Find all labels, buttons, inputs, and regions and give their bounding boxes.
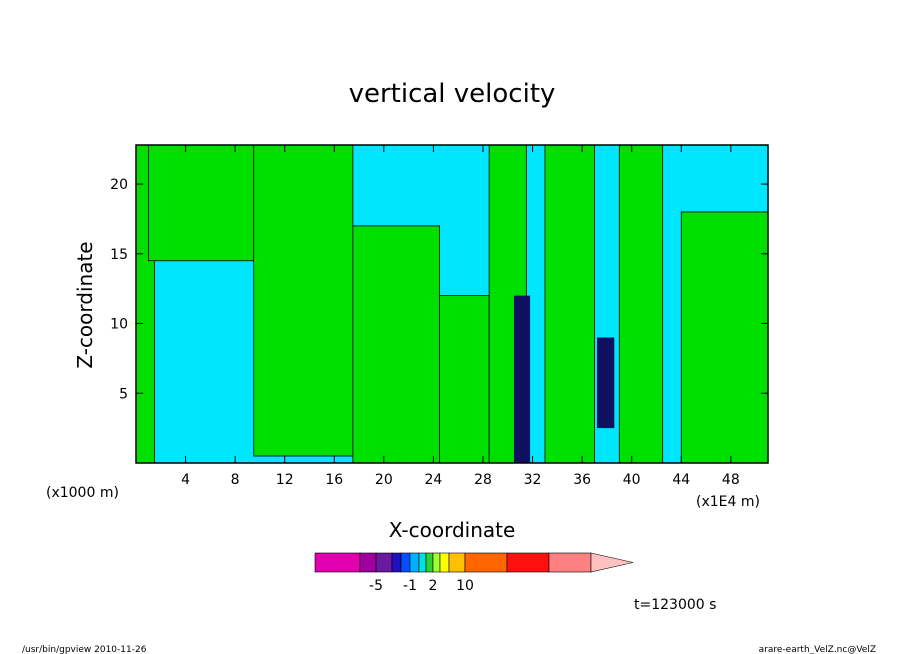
colorbar-swatch — [464, 552, 508, 573]
x-tick-label: 8 — [231, 472, 240, 488]
colorbar-swatch — [359, 552, 377, 573]
velocity-field — [135, 144, 769, 464]
colorbar-swatch — [375, 552, 393, 573]
x-tick-label: 28 — [474, 472, 492, 488]
colorbar-overflow-arrow — [590, 552, 634, 573]
x-tick-label: 12 — [276, 472, 294, 488]
colorbar-tick-label: 10 — [456, 578, 474, 594]
y-axis-label: Z-coordinate — [73, 241, 97, 368]
colorbar-swatch — [439, 552, 450, 573]
x-tick-label: 40 — [623, 472, 641, 488]
upward-region — [352, 225, 441, 464]
y-tick-label: 10 — [110, 317, 128, 333]
footer-left: /usr/bin/gpview 2010-11-26 — [22, 645, 147, 654]
footer-right: arare-earth_VelZ.nc@VelZ — [759, 645, 876, 654]
colorbar-swatch — [400, 552, 411, 573]
colorbar-swatch — [448, 552, 466, 573]
colorbar-swatch — [506, 552, 550, 573]
x-tick-label: 48 — [722, 472, 740, 488]
chart-title: vertical velocity — [349, 79, 556, 109]
plot-frame — [135, 144, 769, 464]
x-unit-right: (x1E4 m) — [696, 494, 760, 510]
y-tick-label: 15 — [110, 247, 128, 263]
colorbar-swatch — [418, 552, 427, 573]
colorbar-swatch — [409, 552, 420, 573]
colorbar-swatch — [425, 552, 434, 573]
colorbar-swatch — [548, 552, 592, 573]
colorbar: -5 -1 2 10 — [314, 552, 634, 594]
x-tick-label: 36 — [573, 472, 591, 488]
colorbar-swatch — [391, 552, 402, 573]
x-tick-label: 16 — [325, 472, 343, 488]
colorbar-tick-label: -5 — [369, 578, 383, 594]
upward-region — [147, 144, 255, 262]
time-label: t=123000 s — [634, 597, 716, 613]
upward-region — [253, 144, 354, 457]
y-tick-label: 5 — [119, 386, 128, 402]
y-tick-label: 20 — [110, 177, 128, 193]
colorbar-swatch — [432, 552, 441, 573]
x-axis-ticks: 4 8 12 16 20 24 28 32 36 40 44 48 — [181, 145, 740, 488]
upward-region — [680, 211, 769, 464]
colorbar-tick-label: -1 — [403, 578, 417, 594]
x-tick-label: 44 — [672, 472, 690, 488]
upward-region — [544, 144, 595, 464]
x-axis-label: X-coordinate — [389, 518, 516, 542]
colorbar-swatch — [314, 552, 361, 573]
x-tick-label: 4 — [181, 472, 190, 488]
strong-updraft — [596, 337, 615, 429]
upward-region — [618, 144, 664, 464]
x-tick-label: 20 — [375, 472, 393, 488]
x-unit-left: (x1000 m) — [46, 485, 119, 501]
upward-region — [439, 295, 490, 464]
strong-updraft — [513, 295, 531, 463]
y-axis-ticks: 5 10 15 20 — [110, 177, 768, 402]
colorbar-tick-label: 2 — [429, 578, 438, 594]
x-tick-label: 24 — [424, 472, 442, 488]
x-tick-label: 32 — [524, 472, 542, 488]
